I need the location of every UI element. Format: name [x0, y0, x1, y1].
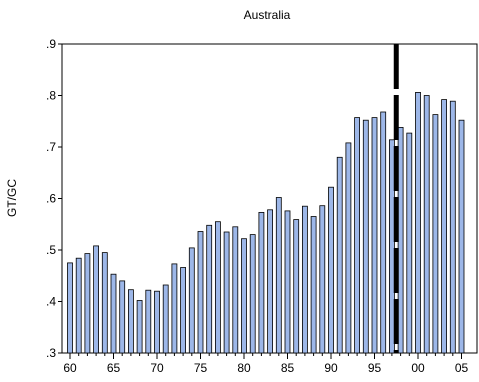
bar-1967 — [127, 289, 134, 354]
bar-1977 — [214, 221, 221, 354]
bar-1980 — [241, 238, 247, 354]
y-tick-label: .9 — [46, 37, 56, 51]
bar-2005 — [458, 119, 465, 354]
bar-2001 — [423, 95, 430, 354]
bar-1964 — [101, 252, 108, 354]
y-tick-label: .3 — [46, 346, 56, 360]
x-tick-label: 80 — [237, 361, 251, 375]
bar-1986 — [293, 219, 300, 354]
bar-1961 — [75, 257, 82, 354]
bar-1992 — [345, 142, 352, 354]
y-tick-label: .8 — [46, 89, 56, 103]
bar-1969 — [145, 289, 152, 354]
bar-1984 — [275, 197, 282, 354]
bar-1989 — [319, 205, 326, 354]
bars-group — [67, 92, 465, 354]
bar-1974 — [188, 247, 195, 354]
bar-1988 — [310, 216, 317, 354]
bar-1998 — [397, 127, 404, 354]
bar-1966 — [119, 280, 126, 354]
bar-1975 — [197, 231, 204, 354]
y-tick-label: .4 — [46, 295, 56, 309]
bar-1976 — [206, 224, 213, 354]
bar-1963 — [93, 245, 99, 354]
bar-1999 — [406, 132, 413, 354]
x-tick-label: 85 — [281, 361, 295, 375]
bar-1972 — [171, 263, 178, 354]
bar-1994 — [362, 119, 369, 354]
y-axis-ticks: .3 .4 .5 .6 .7 .8 .9 — [46, 37, 62, 360]
x-tick-label: 90 — [324, 361, 338, 375]
bar-2000 — [415, 92, 421, 354]
bar-1995 — [371, 117, 378, 354]
chart-title: Australia — [244, 8, 291, 22]
bar-1968 — [136, 300, 143, 354]
bar-1962 — [84, 253, 91, 354]
bar-1993 — [354, 117, 361, 354]
bar-1971 — [162, 284, 169, 354]
bar-1981 — [249, 234, 256, 354]
x-tick-label: 05 — [455, 361, 469, 375]
x-axis-ticks: 60 65 70 75 80 85 90 95 00 05 — [63, 353, 468, 375]
bar-1991 — [336, 156, 343, 354]
x-tick-label: 60 — [63, 361, 77, 375]
x-tick-label: 75 — [194, 361, 208, 375]
bar-2004 — [449, 100, 456, 354]
bar-1965 — [110, 273, 117, 354]
y-axis-label: GT/GC — [5, 179, 19, 217]
bar-1996 — [380, 111, 387, 354]
x-tick-label: 65 — [107, 361, 121, 375]
bar-1960 — [67, 262, 73, 354]
y-tick-label: .7 — [46, 140, 56, 154]
y-tick-label: .5 — [46, 243, 56, 257]
y-tick-label: .6 — [46, 192, 56, 206]
bar-2003 — [441, 99, 448, 354]
bar-1979 — [232, 226, 239, 354]
bar-1978 — [223, 231, 230, 354]
bar-1985 — [284, 210, 291, 354]
bar-1983 — [267, 209, 274, 354]
bar-1990 — [328, 186, 334, 354]
x-tick-label: 00 — [411, 361, 425, 375]
bar-1997 — [388, 139, 395, 354]
bar-1987 — [301, 205, 308, 354]
bar-1970 — [154, 290, 160, 354]
bar-1973 — [180, 267, 187, 354]
x-tick-label: 95 — [368, 361, 382, 375]
bar-2002 — [432, 114, 439, 354]
bar-1982 — [258, 211, 265, 354]
x-tick-label: 70 — [150, 361, 164, 375]
